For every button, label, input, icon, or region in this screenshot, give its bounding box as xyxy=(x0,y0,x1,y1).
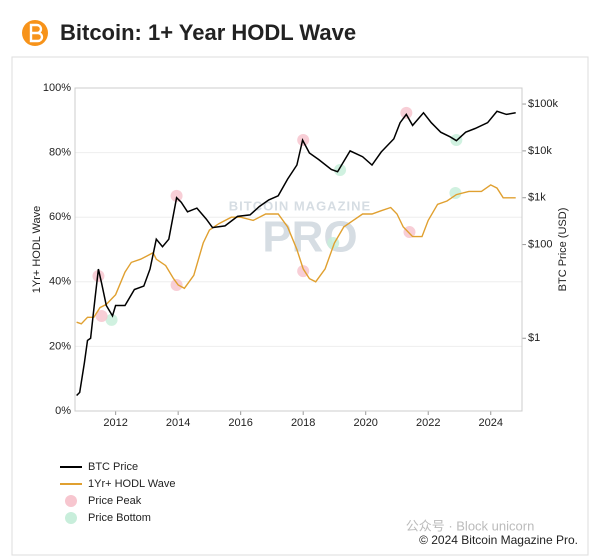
x-tick-label: 2022 xyxy=(416,417,440,429)
marker xyxy=(95,310,108,323)
legend-label: Price Peak xyxy=(88,495,142,507)
chart-frame xyxy=(11,56,589,556)
marker xyxy=(400,106,413,119)
y-tick-label: 100% xyxy=(43,82,71,94)
y2-tick-label: $1k xyxy=(528,192,546,204)
marker xyxy=(334,164,347,177)
series-line xyxy=(76,110,516,397)
marker xyxy=(105,313,118,326)
y-axis-label: 1Yr+ HODL Wave xyxy=(31,206,43,294)
y-tick-label: 0% xyxy=(55,405,71,417)
legend-label: 1Yr+ HODL Wave xyxy=(88,478,176,490)
x-tick-label: 2016 xyxy=(228,417,252,429)
marker xyxy=(92,269,105,282)
y2-tick-label: $1 xyxy=(528,332,540,344)
legend-label: Price Bottom xyxy=(88,512,151,524)
x-tick-label: 2024 xyxy=(478,417,502,429)
legend-swatch xyxy=(65,512,77,524)
x-tick-label: 2014 xyxy=(166,417,190,429)
series-line xyxy=(76,184,516,325)
y-tick-label: 20% xyxy=(49,340,71,352)
marker xyxy=(403,226,416,239)
watermark: PRO xyxy=(262,213,357,262)
y-tick-label: 80% xyxy=(49,147,71,159)
credit: © 2024 Bitcoin Magazine Pro. xyxy=(419,533,578,547)
plot-border xyxy=(74,87,523,412)
y2-tick-label: $10k xyxy=(528,145,552,157)
x-tick-label: 2012 xyxy=(103,417,127,429)
chart-title: Bitcoin: 1+ Year HODL Wave xyxy=(60,20,356,45)
y2-tick-label: $100 xyxy=(528,238,552,250)
marker xyxy=(170,279,183,292)
x-tick-label: 2020 xyxy=(353,417,377,429)
x-tick-label: 2018 xyxy=(291,417,315,429)
y-tick-label: 40% xyxy=(49,276,71,288)
marker xyxy=(170,189,183,202)
legend-swatch xyxy=(65,495,77,507)
y2-axis-label: BTC Price (USD) xyxy=(557,208,569,292)
legend-label: BTC Price xyxy=(88,461,138,473)
overlay-text: 公众号 · Block unicorn xyxy=(406,518,535,533)
watermark: BITCOIN MAGAZINE xyxy=(229,198,371,213)
y-tick-label: 60% xyxy=(49,211,71,223)
marker xyxy=(449,186,462,199)
bitcoin-logo-glyph xyxy=(29,23,44,43)
y2-tick-label: $100k xyxy=(528,98,558,110)
